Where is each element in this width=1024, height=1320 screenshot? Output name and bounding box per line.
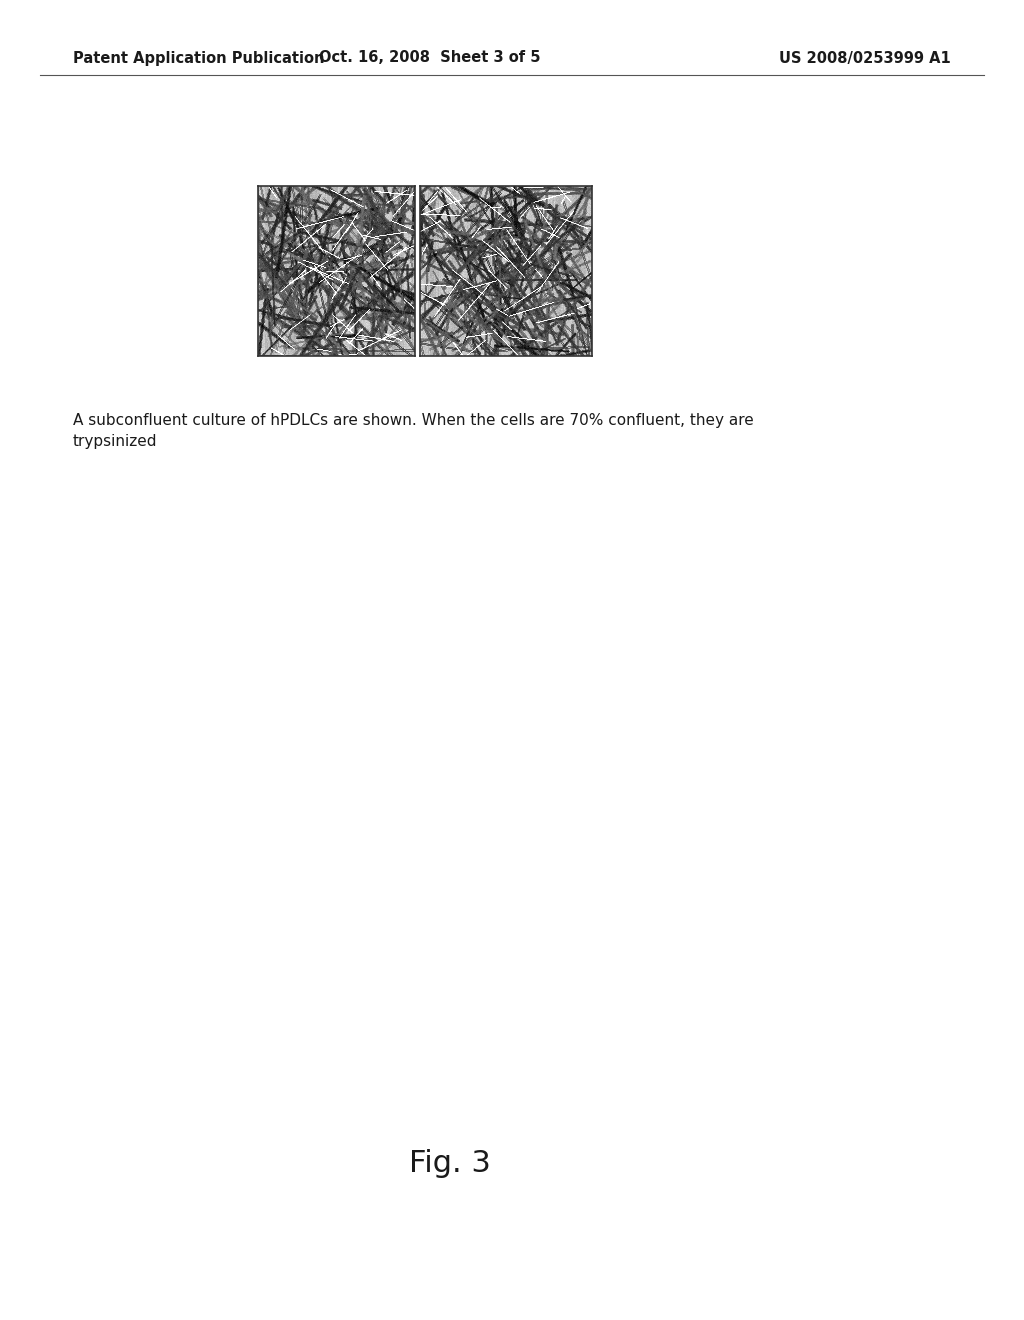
Text: Patent Application Publication: Patent Application Publication xyxy=(73,50,325,66)
Text: US 2008/0253999 A1: US 2008/0253999 A1 xyxy=(779,50,951,66)
Text: Oct. 16, 2008  Sheet 3 of 5: Oct. 16, 2008 Sheet 3 of 5 xyxy=(319,50,541,66)
Text: Fig. 3: Fig. 3 xyxy=(409,1148,490,1177)
Text: A subconfluent culture of hPDLCs are shown. When the cells are 70% confluent, th: A subconfluent culture of hPDLCs are sho… xyxy=(73,413,754,449)
